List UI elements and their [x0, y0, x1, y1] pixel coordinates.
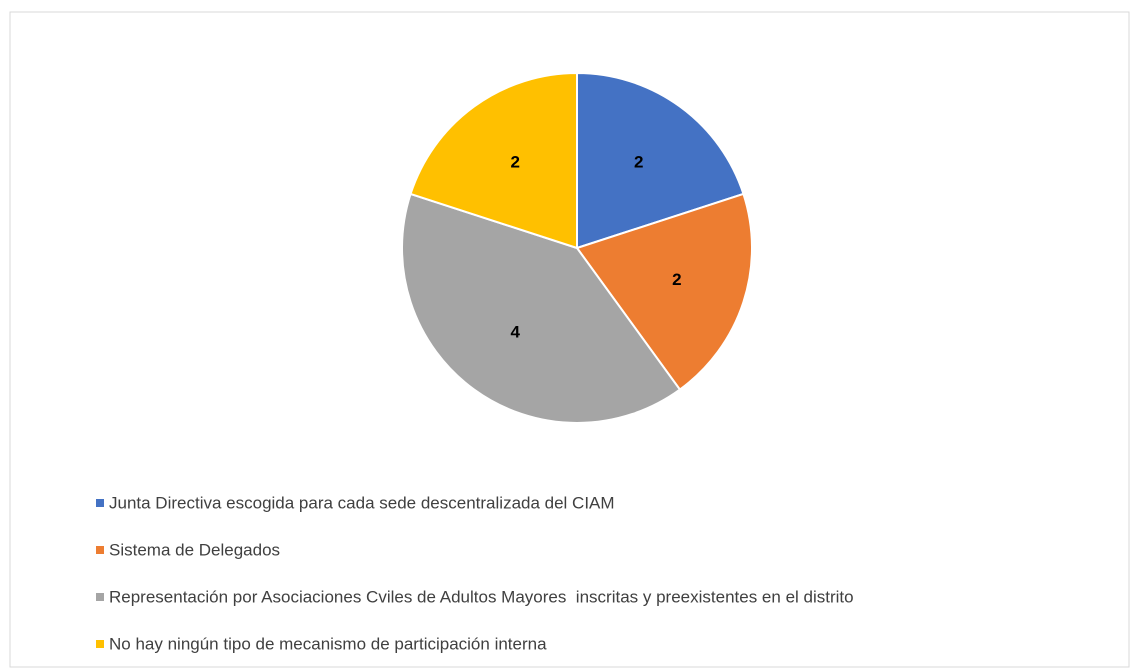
pie-slice	[575, 192, 753, 391]
legend-swatch	[96, 499, 104, 507]
legend-swatch	[96, 546, 104, 554]
pie-slice	[409, 71, 578, 250]
pie-slice	[401, 192, 682, 424]
pie: 2 2 4 2	[401, 71, 753, 424]
legend-label: No hay ningún tipo de mecanismo de parti…	[109, 634, 547, 653]
data-label: 2	[672, 270, 681, 289]
legend-label: Sistema de Delegados	[109, 540, 280, 559]
data-label: 4	[511, 322, 521, 341]
data-label: 2	[634, 153, 643, 172]
legend-swatch	[96, 593, 104, 601]
legend-label: Representación por Asociaciones Cviles d…	[109, 587, 854, 606]
data-label: 2	[511, 153, 520, 172]
legend-label: Junta Directiva escogida para cada sede …	[109, 493, 615, 512]
legend: Junta Directiva escogida para cada sede …	[96, 493, 854, 653]
legend-swatch	[96, 640, 104, 648]
pie-slice	[576, 71, 745, 250]
